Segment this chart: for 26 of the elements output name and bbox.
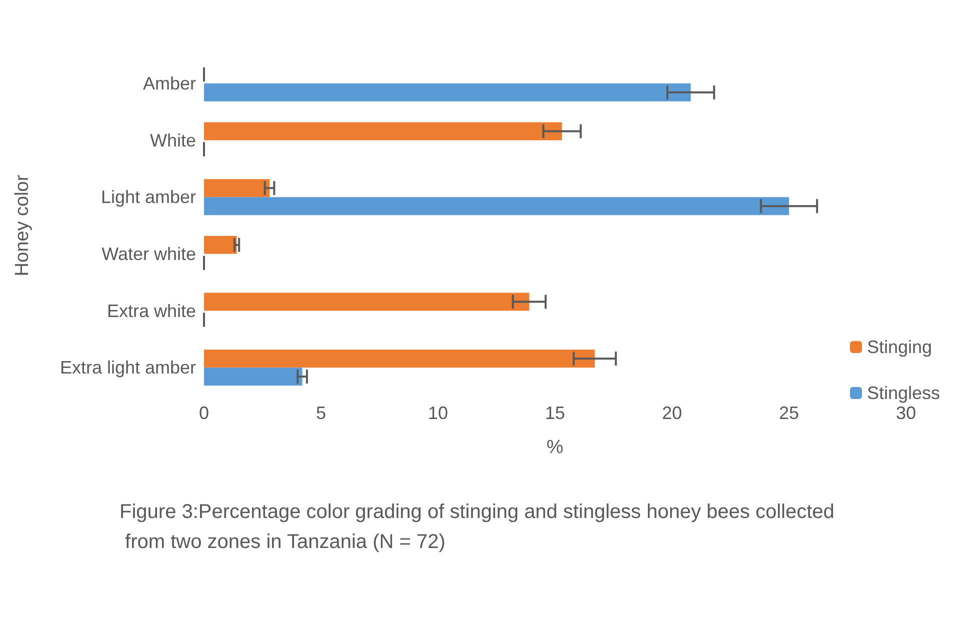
bar [204,122,562,140]
text: Figure 3:Percentage color grading of stinging and stingless honey bees collected from two zones in Tanzania (N = 72) [120,501,834,553]
y-tick-label: White [150,130,196,150]
x-tick-label: 0 [198,403,210,423]
x-tick-label: 20 [662,403,682,423]
bar [204,368,302,386]
bar [204,350,595,368]
y-tick-label: Extra light amber [60,358,196,378]
x-tick-label: 5 [316,403,326,423]
bar [204,236,237,254]
x-tick-label: 30 [896,403,916,423]
x-tick-label: 10 [428,403,448,423]
y-tick-label: Amber [142,73,196,94]
bar [204,83,691,102]
x-tick-label: 15 [544,403,566,423]
bar [204,179,270,198]
bar [204,197,789,216]
legend-label: Stinging [866,337,932,357]
legend-label: Stingless [866,383,940,403]
bar [204,292,530,311]
y-tick-label: Extra white [106,300,196,321]
y-axis-title: Honey color [12,174,33,276]
y-tick-label: Light amber [100,187,196,208]
x-tick-label: 25 [778,403,800,423]
x-axis-title: % [546,437,564,458]
y-tick-label: Water white [102,244,196,264]
